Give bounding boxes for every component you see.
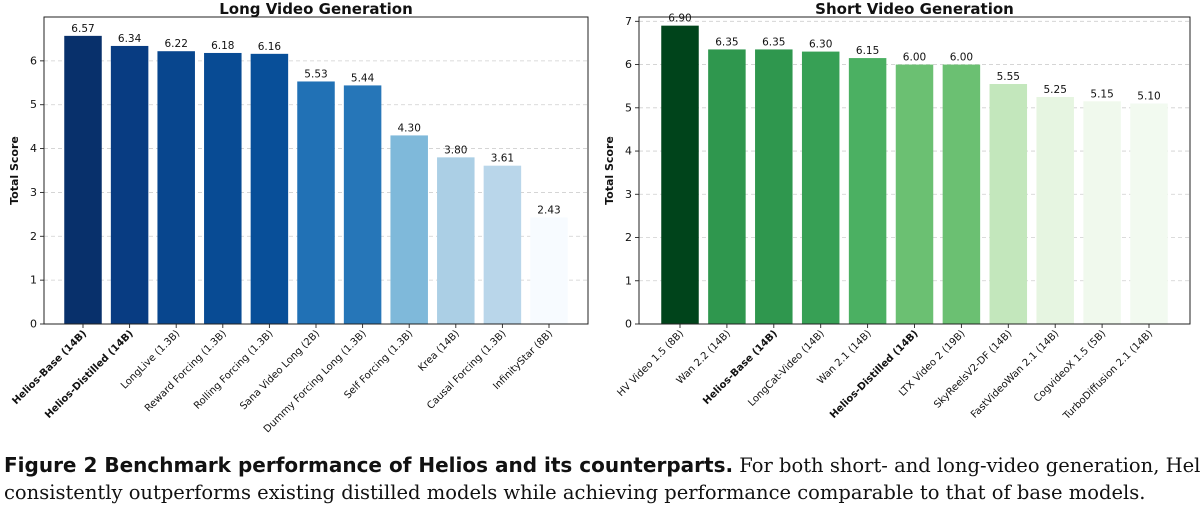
x-tick-label: Rolling Forcing (1.3B)	[192, 328, 275, 411]
y-tick-label: 6	[625, 58, 632, 71]
bar	[708, 49, 746, 325]
bar-value-label: 5.53	[304, 68, 327, 80]
bar	[437, 157, 475, 324]
bar	[1130, 103, 1168, 324]
chart-long-video-generation: 0 1 2 3 4 5 6 6.57 Helios-Base (14B) 6.34 Helios-D…	[8, 0, 589, 435]
y-tick-label: 3	[30, 186, 37, 199]
bar	[1083, 101, 1121, 325]
bar	[64, 35, 102, 324]
chart-title: Short Video Generation	[815, 0, 1014, 18]
bar-value-label: 4.30	[398, 122, 421, 134]
bar	[204, 52, 242, 324]
caption-text-line-1: For both short- and long-video generatio…	[733, 454, 1200, 477]
bar-value-label: 5.10	[1137, 90, 1160, 102]
bar	[343, 85, 382, 324]
bar-value-label: 6.34	[118, 33, 142, 45]
y-tick-label: 2	[30, 230, 37, 243]
bar-value-label: 6.15	[856, 45, 879, 57]
benchmark-figure: 0 1 2 3 4 5 6 6.57 Helios-Base (14B) 6.34 Helios-D…	[8, 0, 1191, 435]
plot-frame	[43, 16, 589, 325]
y-tick-label: 6	[30, 54, 37, 67]
bar	[297, 81, 335, 324]
bar-value-label: 5.25	[1044, 84, 1067, 96]
caption-text-line-2: consistently outperforms existing distil…	[4, 481, 1146, 504]
y-tick-label: 0	[30, 318, 37, 331]
x-tick-label: Reward Forcing (1.3B)	[143, 328, 229, 414]
bar	[661, 25, 699, 324]
y-tick-label: 7	[625, 15, 632, 28]
x-tick-label: Causal Forcing (1.3B)	[425, 328, 508, 411]
bar	[530, 217, 568, 324]
y-tick-label: 2	[625, 231, 632, 244]
plot-frame	[638, 16, 1191, 325]
bar	[801, 51, 840, 324]
bar-value-label: 5.44	[351, 72, 375, 84]
chart-title: Long Video Generation	[219, 0, 413, 18]
y-tick-label: 1	[625, 274, 632, 287]
bar-value-label: 5.15	[1090, 88, 1113, 100]
bar-value-label: 3.61	[491, 153, 514, 165]
bar-value-label: 6.00	[903, 52, 926, 64]
bar	[250, 53, 289, 325]
bar	[755, 49, 793, 325]
bar	[1036, 96, 1074, 325]
y-tick-label: 4	[625, 145, 632, 158]
bar-value-label: 3.80	[444, 144, 467, 156]
bar	[483, 165, 522, 324]
bar-value-label: 6.35	[715, 36, 738, 48]
y-axis-label: Total Score	[8, 136, 21, 205]
y-tick-label: 5	[30, 98, 37, 111]
figure-caption: Figure 2 Benchmark performance of Helios…	[4, 452, 1200, 506]
bar-value-label: 6.30	[809, 39, 832, 51]
x-tick-label: TurboDiffusion 2.1 (14B)	[1061, 328, 1155, 422]
bar-value-label: 5.55	[997, 71, 1020, 83]
bar	[110, 45, 149, 325]
x-tick-label: HV Video 1.5 (8B)	[616, 328, 687, 399]
bar-value-label: 6.90	[668, 13, 691, 25]
y-tick-label: 0	[625, 318, 632, 331]
bar	[848, 58, 887, 325]
caption-lead: Figure 2 Benchmark performance of Helios…	[4, 453, 734, 477]
y-tick-label: 3	[625, 188, 632, 201]
caption-line-1: Figure 2 Benchmark performance of Helios…	[4, 452, 1200, 479]
x-tick-label: Helios-Distilled (14B)	[828, 328, 921, 421]
x-tick-label: Krea (14B)	[416, 328, 462, 374]
x-tick-label: Helios-Distilled (14B)	[43, 328, 136, 421]
bar-value-label: 6.35	[762, 36, 785, 48]
x-tick-label: Dummy Forcing Long (1.3B)	[262, 328, 369, 435]
bar-value-label: 6.00	[950, 52, 973, 64]
bar	[942, 64, 981, 324]
bar	[390, 135, 428, 324]
bar-value-label: 2.43	[537, 204, 560, 216]
x-tick-label: LongCat-Video (14B)	[746, 328, 827, 409]
y-axis-label: Total Score	[603, 136, 616, 205]
x-tick-label: SkyReelsV2-DF (14B)	[932, 328, 1014, 410]
bar	[157, 51, 195, 325]
x-tick-label: FastVideoWan 2.1 (14B)	[969, 328, 1061, 420]
bar-value-label: 6.18	[211, 40, 234, 52]
bar-value-label: 6.16	[258, 41, 282, 53]
y-tick-label: 5	[625, 101, 632, 114]
bar	[989, 84, 1028, 325]
bar	[895, 64, 934, 324]
x-tick-label: Sana Video Long (2B)	[238, 328, 322, 412]
y-tick-label: 4	[30, 142, 37, 155]
x-tick-label: Helios-Base (14B)	[10, 328, 89, 407]
bar-value-label: 6.22	[165, 38, 188, 50]
y-tick-label: 1	[30, 274, 37, 287]
bar-value-label: 6.57	[71, 23, 94, 35]
